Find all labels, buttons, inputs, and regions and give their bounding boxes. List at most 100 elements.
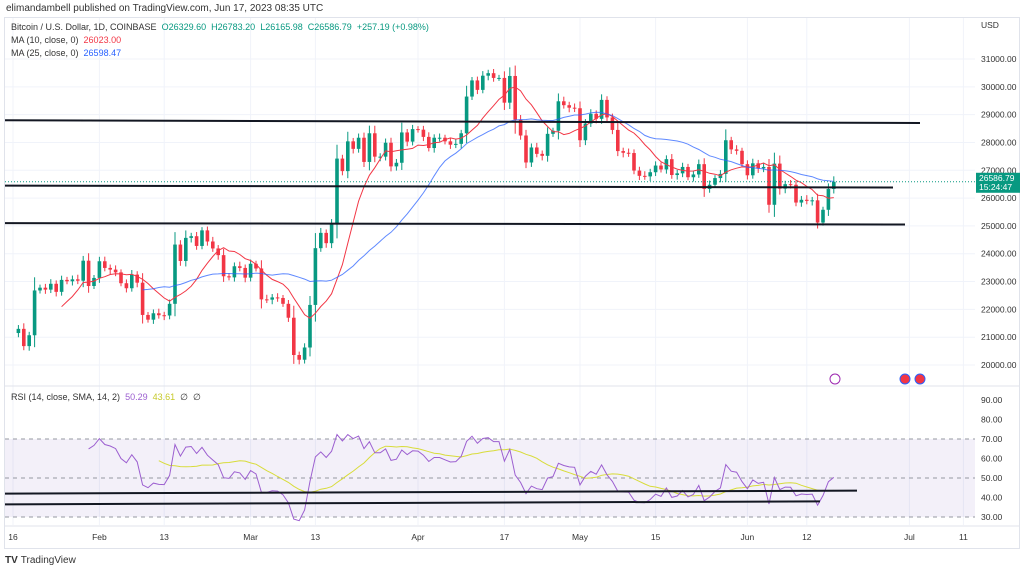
candle-body <box>524 135 528 163</box>
candle-body <box>567 105 571 108</box>
candle-body <box>162 315 166 317</box>
candle-body <box>59 279 64 292</box>
candle-body <box>653 165 658 173</box>
candle-body <box>475 80 480 90</box>
candle-body <box>243 267 247 278</box>
x-tick-label: Feb <box>92 532 107 542</box>
candle-body <box>54 283 58 292</box>
rsi-value: 50.29 <box>125 392 148 402</box>
candle-body <box>702 164 706 189</box>
candle-body <box>659 165 663 170</box>
candle-body <box>675 173 679 176</box>
candle-body <box>405 132 409 142</box>
horizontal-line-drawing <box>4 119 921 124</box>
price-tick-label: 25000.00 <box>981 221 1017 231</box>
x-tick-label: Apr <box>411 532 424 542</box>
price-tick-label: 27000.00 <box>981 165 1017 175</box>
rsi-tick-label: 40.00 <box>981 493 1003 503</box>
candle-body <box>130 274 134 289</box>
candle-body <box>373 133 377 157</box>
candle-body <box>589 113 593 124</box>
candle-body <box>610 117 615 130</box>
candle-body <box>599 99 604 119</box>
candle-body <box>167 303 172 316</box>
candle-body <box>729 140 733 150</box>
candle-body <box>616 129 620 152</box>
ma25-value: 26598.47 <box>83 48 122 58</box>
candle-body <box>454 143 458 145</box>
candle-body <box>281 297 285 304</box>
candle-body <box>275 297 280 299</box>
candle-body <box>319 232 323 249</box>
candle-body <box>540 153 544 156</box>
candle-body <box>815 200 820 223</box>
candle-body <box>756 163 760 169</box>
rsi-extra-2: ∅ <box>193 392 201 402</box>
candle-body <box>481 75 485 90</box>
candle-body <box>292 317 296 356</box>
candle-body <box>826 188 831 210</box>
price-tick-label: 21000.00 <box>981 332 1017 342</box>
candle-body <box>232 266 237 278</box>
candle-body <box>76 279 80 281</box>
x-tick-label: 15 <box>651 532 661 542</box>
candle-body <box>734 149 739 151</box>
flag-event-icon <box>899 373 911 385</box>
rsi-trendline-drawing <box>4 500 821 506</box>
candle-body <box>389 142 393 167</box>
candle-body <box>49 283 53 290</box>
candle-body <box>691 174 696 178</box>
candle-body <box>578 108 582 141</box>
candle-body <box>535 147 539 154</box>
candle-body <box>529 147 534 163</box>
candle-body <box>346 141 350 172</box>
candle-body <box>140 282 145 315</box>
ma25-label: MA (25, close, 0) <box>11 48 79 58</box>
flag-event-icon <box>914 373 926 385</box>
tv-logo-text: TradingView <box>20 555 76 566</box>
candle-body <box>146 314 150 320</box>
x-tick-label: 16 <box>8 532 18 542</box>
close-value: C26586.79 <box>307 22 352 32</box>
currency-label: USD <box>981 20 999 30</box>
ma10-line <box>61 86 834 319</box>
candle-body <box>70 279 75 282</box>
candle-body <box>556 101 561 131</box>
price-tick-label: 28000.00 <box>981 137 1017 147</box>
candle-body <box>173 244 177 304</box>
candle-body <box>686 166 690 178</box>
candle-body <box>200 230 204 246</box>
candle-body <box>464 96 469 134</box>
horizontal-line-drawing <box>4 222 906 226</box>
candle-body <box>308 304 312 348</box>
horizontal-line-drawing <box>4 184 894 189</box>
price-tick-label: 31000.00 <box>981 54 1017 64</box>
price-tick-label: 30000.00 <box>981 82 1017 92</box>
candle-body <box>805 199 809 201</box>
rsi-legend: RSI (14, close, SMA, 14, 2) 50.29 43.61 … <box>11 392 201 403</box>
candle-body <box>767 166 771 205</box>
candle-body <box>286 303 291 318</box>
rsi-sma-line <box>158 445 834 497</box>
candle-body <box>518 119 523 136</box>
tradingview-logo[interactable]: TV TradingView <box>5 555 76 566</box>
rsi-tick-label: 90.00 <box>981 395 1003 405</box>
candle-body <box>383 142 388 157</box>
candle-body <box>648 172 652 177</box>
candle-body <box>821 209 825 223</box>
last-price-badge <box>976 172 1020 193</box>
candle-body <box>221 255 226 277</box>
candle-body <box>410 129 415 142</box>
candle-body <box>329 224 334 244</box>
candle-body <box>135 274 139 283</box>
candle-body <box>270 297 274 300</box>
rsi-trendline-drawing <box>4 489 858 495</box>
x-tick-label: 13 <box>159 532 169 542</box>
candle-body <box>788 184 793 186</box>
candle-body <box>313 248 318 305</box>
open-value: O26329.60 <box>161 22 207 32</box>
candle-body <box>724 140 728 174</box>
candle-body <box>43 287 48 290</box>
candle-body <box>626 152 631 154</box>
